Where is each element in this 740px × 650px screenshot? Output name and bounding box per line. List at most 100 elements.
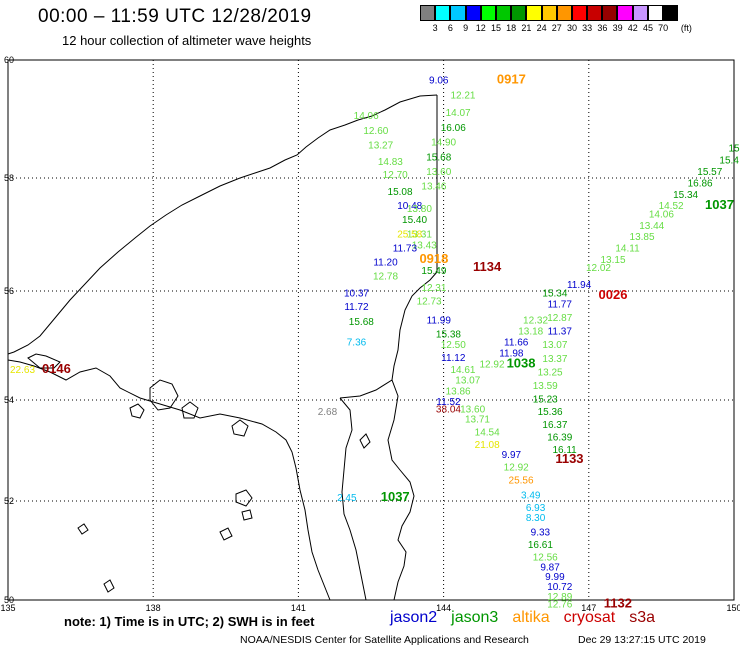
coastline-segment <box>7 359 331 601</box>
wave-height-label: 15 <box>728 143 740 154</box>
wave-height-label: 13.71 <box>465 415 490 426</box>
wave-height-label: 16.37 <box>542 420 567 431</box>
wave-height-label: 12.73 <box>417 297 442 308</box>
wave-height-label: 16.61 <box>528 540 553 551</box>
legend-entry-s3a: s3a <box>629 609 656 626</box>
wave-height-label: 38.04 <box>436 405 461 416</box>
wave-height-label: 15.57 <box>697 167 722 178</box>
coastline-segment <box>231 419 249 437</box>
wave-height-label: 15.36 <box>538 407 563 418</box>
coastline <box>7 94 438 601</box>
colorbar-swatch <box>556 5 572 21</box>
wave-height-label: 12.89 <box>547 592 572 603</box>
wave-height-label: 13.07 <box>542 340 567 351</box>
colorbar-label: (ft) <box>680 23 692 33</box>
wave-height-label: 16.06 <box>441 123 466 134</box>
coastline-segment <box>339 379 415 601</box>
coastline-segment <box>103 579 115 593</box>
wave-height-label: 12.32 <box>523 316 548 327</box>
colorbar-swatch <box>420 5 436 21</box>
wave-height-label: 13.15 <box>600 255 625 266</box>
wave-height-label: 12.02 <box>586 263 611 274</box>
map-frame <box>7 59 735 601</box>
wave-height-label: 12.76 <box>547 599 572 610</box>
credit-line: NOAA/NESDIS Center for Satellite Applica… <box>240 634 529 646</box>
longitude-tick-label: 150 <box>726 603 740 613</box>
pass-time-label: 1132 <box>604 595 632 610</box>
coastline-segment <box>219 527 233 541</box>
coastline-segment <box>149 379 179 411</box>
wave-height-label: 12.60 <box>363 126 388 137</box>
coastline-segment <box>241 509 253 521</box>
map-subtitle: 12 hour collection of altimeter wave hei… <box>62 33 312 48</box>
wave-height-label: 15.34 <box>673 190 698 201</box>
colorbar-label: 6 <box>447 23 453 33</box>
wave-height-label: 16.39 <box>547 432 572 443</box>
wave-height-label: 13.86 <box>446 387 471 398</box>
wave-height-label: 12.78 <box>373 272 398 283</box>
wave-height-label: 14.90 <box>431 138 456 149</box>
colorbar-swatch <box>511 5 527 21</box>
legend-entry-jason2: jason2 <box>390 609 438 626</box>
colorbar-label: 70 <box>658 23 669 33</box>
colorbar-label: 9 <box>463 23 469 33</box>
colorbar-swatch <box>571 5 588 21</box>
wave-height-label: 9.99 <box>545 572 565 583</box>
wave-height-label: 22.63 <box>10 365 35 376</box>
satellite-legend: jason2 jason3 altika cryosat s3a <box>390 609 669 627</box>
colorbar-label: 18 <box>506 23 517 33</box>
wave-height-label: 11.37 <box>548 327 573 338</box>
colorbar-swatch <box>541 5 557 21</box>
wave-height-label: 15.08 <box>388 187 413 198</box>
wave-height-label: 12.92 <box>504 463 529 474</box>
coastline-segment <box>77 523 89 535</box>
longitude-tick-label: 135 <box>0 603 15 613</box>
wave-height-label: 11.77 <box>548 299 573 310</box>
coastline-segment <box>27 353 61 369</box>
legend-entry-altika: altika <box>512 609 550 626</box>
wave-height-label: 12.21 <box>450 90 475 101</box>
wave-height-label: 12.50 <box>441 340 466 351</box>
wave-height-label: 15.49 <box>421 266 446 277</box>
pass-time-label: 1037 <box>381 489 410 504</box>
wave-height-label: 11.52 <box>436 397 461 408</box>
wave-height-label: 9.87 <box>540 562 560 573</box>
colorbar-label: 45 <box>642 23 654 33</box>
wave-height-label: 12.70 <box>383 170 408 181</box>
wave-height-label: 13.44 <box>639 221 664 232</box>
observation-labels: 9.06 0917 12.21 14.07 16.06 14.06 12.60 14.90 13… <box>10 72 740 611</box>
longitude-tick-label: 147 <box>581 603 596 613</box>
wave-height-label: 25.58 <box>397 229 422 240</box>
latitude-tick-label: 52 <box>4 496 14 506</box>
wave-height-label: 15.23 <box>533 395 558 406</box>
colorbar-labels: 3 6 9 12 15 18 21 24 27 30 33 36 39 42 45 70 (ft) <box>420 23 740 37</box>
colorbar-swatch <box>602 5 618 21</box>
pass-time-label: 1134 <box>473 259 502 274</box>
pass-time-label: 1133 <box>555 451 583 466</box>
wave-height-label: 14.83 <box>378 157 403 168</box>
colorbar-swatch <box>526 5 542 21</box>
wave-height-label: 9.33 <box>531 528 551 539</box>
map-title: 00:00 – 11:59 UTC 12/28/2019 <box>38 6 312 27</box>
wave-height-label: 8.30 <box>526 513 546 524</box>
colorbar-label: 27 <box>551 23 562 33</box>
wave-height-label: 12.56 <box>533 552 558 563</box>
wave-height-label: 7.36 <box>347 338 367 349</box>
legend-entry-cryosat: cryosat <box>563 609 616 626</box>
wave-height-label: 13.31 <box>407 229 432 240</box>
colorbar-swatch <box>480 5 496 21</box>
wave-height-label: 13.07 <box>455 376 480 387</box>
wave-height-label: 11.20 <box>373 258 398 269</box>
wave-height-label: 13.43 <box>412 241 437 252</box>
wave-height-label: 15.38 <box>436 329 461 340</box>
wave-height-label: 9.06 <box>429 76 449 87</box>
wave-height-label: 13.60 <box>426 167 451 178</box>
colorbar-label: 3 <box>432 23 438 33</box>
legend-entry-jason3: jason3 <box>451 609 499 626</box>
pass-time-label: 0026 <box>599 287 628 302</box>
colorbar-swatch <box>465 5 481 21</box>
colorbar-swatch <box>495 5 512 21</box>
colorbar-swatch <box>632 5 648 21</box>
wave-height-label: 11.98 <box>499 348 524 359</box>
